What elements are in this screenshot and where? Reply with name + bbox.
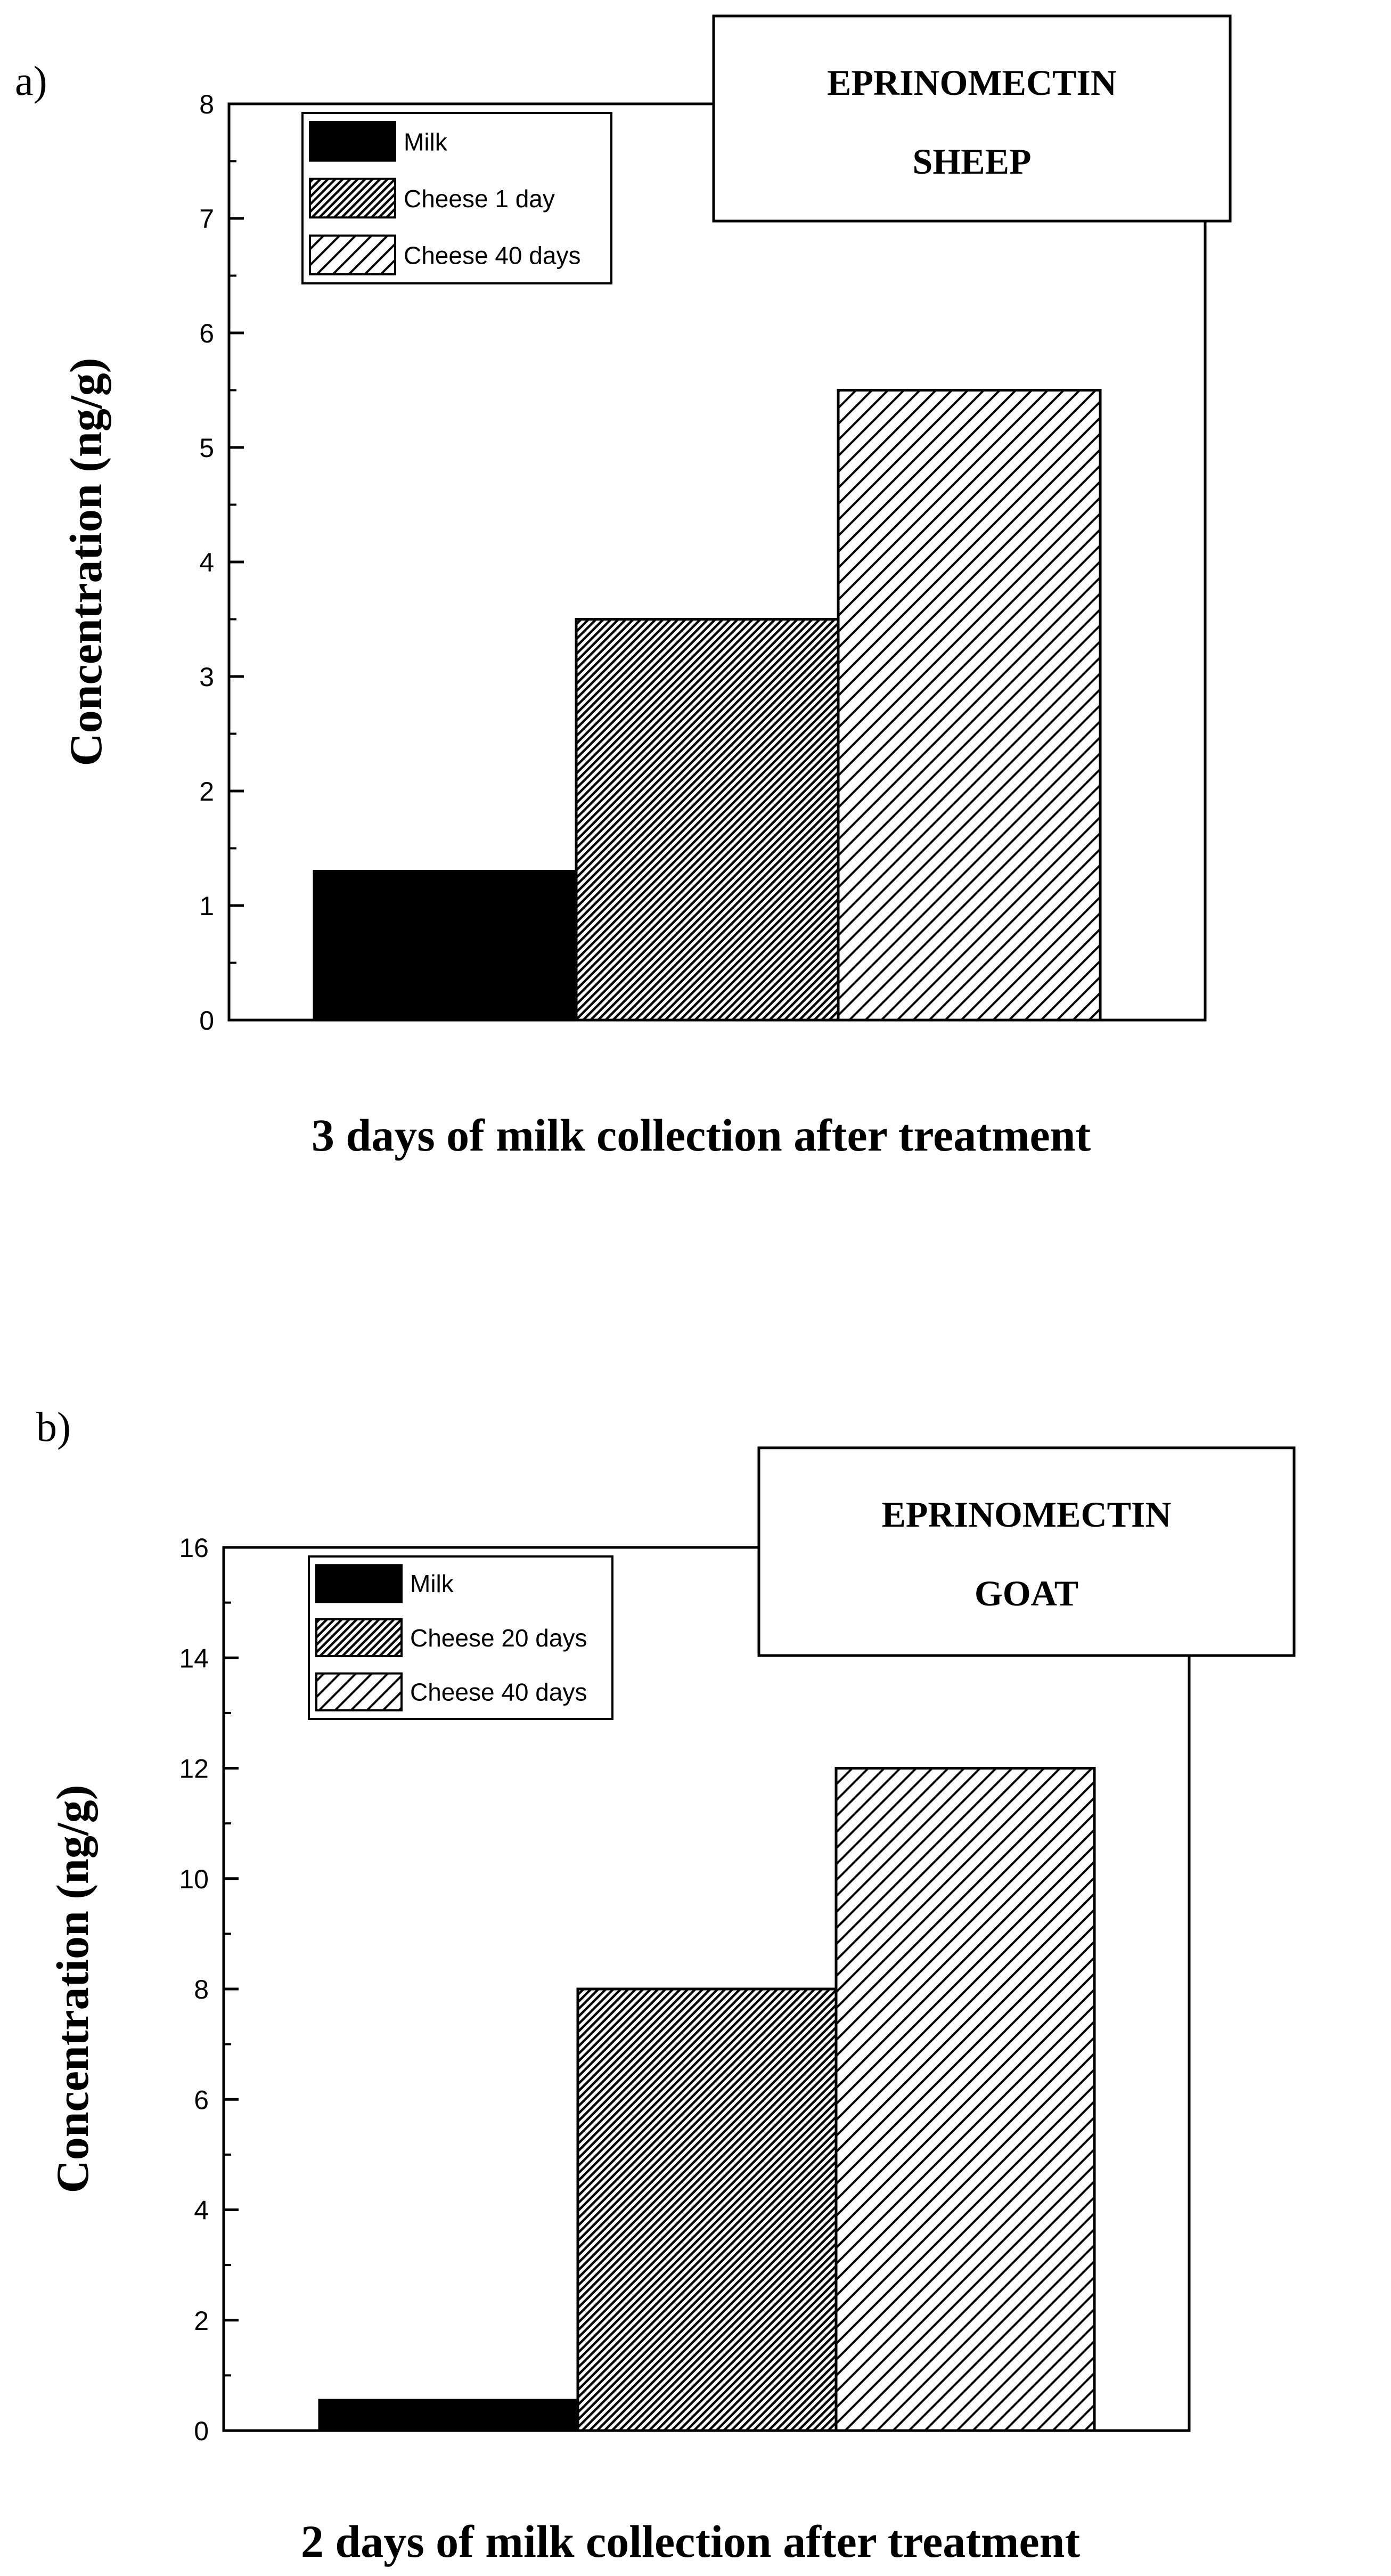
x-axis-label: 3 days of milk collection after treatmen… — [312, 1110, 1091, 1161]
bar-cheese-40-days — [837, 389, 1102, 1022]
legend-label: Cheese 20 days — [410, 1624, 587, 1652]
chart-panel-0: a) 0 1 2 3 4 5 6 7 8 Concentration (ng/g) 3 days of… — [15, 14, 1232, 1161]
panel-label: a) — [15, 58, 47, 104]
annotation-box — [712, 14, 1232, 223]
legend-swatch — [309, 234, 396, 275]
y-tick-label: 0 — [194, 2416, 209, 2446]
legend-swatch — [309, 177, 396, 219]
annotation-line: SHEEP — [913, 141, 1032, 182]
bar-cheese-40-days — [834, 1767, 1096, 2432]
annotation-box — [757, 1446, 1296, 1657]
annotation-line: GOAT — [975, 1573, 1078, 1613]
y-axis-label: Concentration (ng/g) — [47, 1785, 98, 2194]
y-tick-label: 6 — [199, 319, 214, 348]
annotation-line: EPRINOMECTIN — [827, 62, 1117, 103]
y-tick-label: 4 — [199, 548, 214, 577]
y-tick-label: 16 — [179, 1533, 209, 1563]
panel-label: b) — [36, 1404, 71, 1450]
legend-label: Cheese 1 day — [404, 185, 555, 213]
legend-swatch — [315, 1618, 403, 1658]
y-tick-label: 6 — [194, 2085, 209, 2115]
y-tick-label: 7 — [199, 204, 214, 234]
legend-label: Cheese 40 days — [410, 1678, 587, 1706]
bar-cheese-20-days — [576, 1987, 838, 2432]
y-tick-label: 12 — [179, 1754, 209, 1784]
y-tick-label: 5 — [199, 433, 214, 463]
y-tick-label: 8 — [199, 89, 214, 119]
legend-swatch — [309, 121, 396, 162]
annotation-line: EPRINOMECTIN — [881, 1494, 1171, 1535]
y-tick-label: 4 — [194, 2196, 209, 2226]
x-axis-label: 2 days of milk collection after treatmen… — [301, 2516, 1081, 2567]
legend-label: Cheese 40 days — [404, 242, 580, 270]
y-tick-label: 2 — [194, 2306, 209, 2336]
bar-milk — [318, 2399, 579, 2432]
legend-swatch — [315, 1564, 403, 1603]
bar-milk — [313, 870, 578, 1022]
chart-panel-1: b) 0 2 4 6 8 10 12 14 16 Concentration (ng/g) 2 day… — [36, 1404, 1296, 2567]
bar-cheese-1-day — [575, 618, 840, 1022]
y-tick-label: 3 — [199, 662, 214, 692]
y-tick-label: 1 — [199, 891, 214, 921]
y-tick-label: 0 — [199, 1006, 214, 1036]
legend-label: Milk — [404, 128, 448, 156]
y-tick-label: 10 — [179, 1864, 209, 1894]
legend-swatch — [315, 1672, 403, 1711]
legend-label: Milk — [410, 1570, 454, 1597]
y-tick-label: 14 — [179, 1643, 209, 1673]
y-tick-label: 8 — [194, 1975, 209, 2004]
y-axis-label: Concentration (ng/g) — [60, 358, 111, 767]
y-tick-label: 2 — [199, 777, 214, 806]
